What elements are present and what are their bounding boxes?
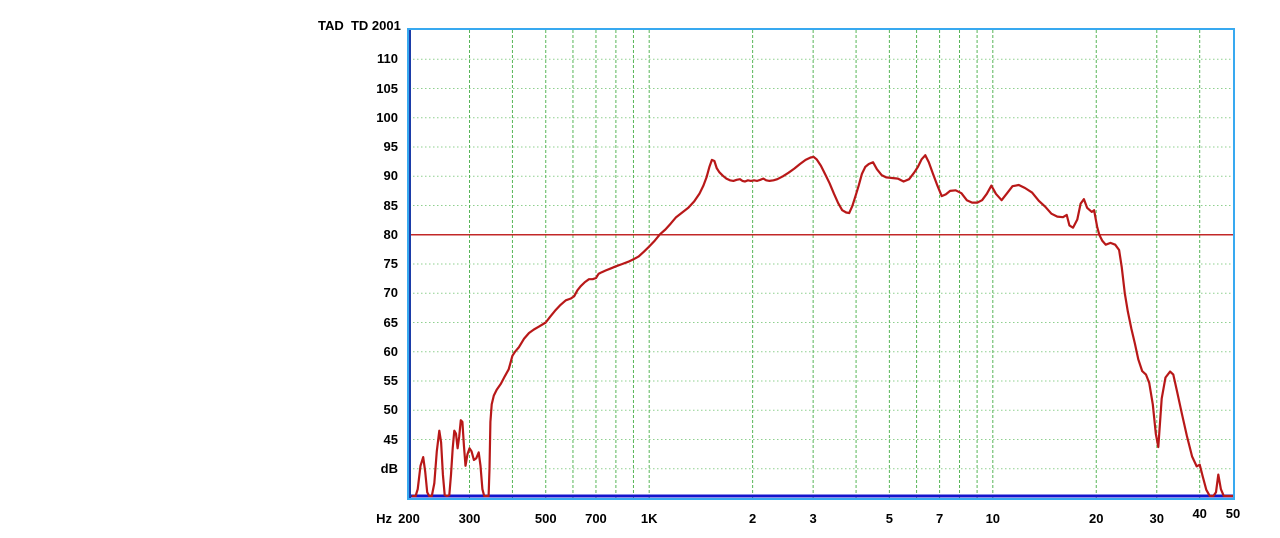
x-axis-unit-label: Hz <box>376 511 392 526</box>
y-axis-tick-label: 80 <box>383 226 398 242</box>
y-axis-tick-label: dB <box>380 460 398 476</box>
plot-area <box>407 28 1235 500</box>
y-axis-tick-label: 90 <box>383 168 398 184</box>
x-axis-tick-label: 40 <box>1192 506 1207 521</box>
x-axis-tick-label: 1K <box>640 511 658 526</box>
x-axis-tick-label: 5 <box>885 511 893 526</box>
x-axis-tick-label: 10 <box>985 511 1001 526</box>
x-axis-tick-label: 20 <box>1089 511 1104 526</box>
y-axis-tick-label: 45 <box>383 431 398 447</box>
x-axis-tick-label: 50 <box>1225 506 1241 521</box>
x-axis-tick-label: 3 <box>809 511 817 526</box>
y-axis-tick-label: 110 <box>377 51 398 67</box>
y-axis-tick-label: 55 <box>383 373 398 388</box>
chart-title: TAD TD 2001 <box>318 18 401 33</box>
y-axis-tick-label: 60 <box>383 343 398 359</box>
x-axis-tick-label: 200 <box>398 511 420 526</box>
y-axis-tick-label: 70 <box>383 285 398 301</box>
y-axis-tick-label: 85 <box>383 197 398 213</box>
y-axis-tick-label: 100 <box>376 109 398 125</box>
x-axis-tick-label: 30 <box>1149 511 1164 526</box>
y-axis-tick-label: 95 <box>383 139 398 154</box>
y-axis-tick-label: 65 <box>383 314 398 330</box>
frequency-response-plot <box>409 30 1233 498</box>
x-axis-tick-label: 7 <box>935 511 944 526</box>
y-axis-tick-label: 50 <box>383 402 398 418</box>
y-axis-tick-label: 75 <box>383 256 398 271</box>
x-axis-tick-label: 300 <box>458 511 481 526</box>
x-axis-tick-label: 2 <box>749 511 757 526</box>
response-curve-frequency-response <box>411 154 1233 498</box>
x-axis-tick-label: 700 <box>585 511 607 526</box>
y-axis-tick-label: 105 <box>376 80 398 96</box>
x-axis-tick-label: 500 <box>534 511 557 526</box>
